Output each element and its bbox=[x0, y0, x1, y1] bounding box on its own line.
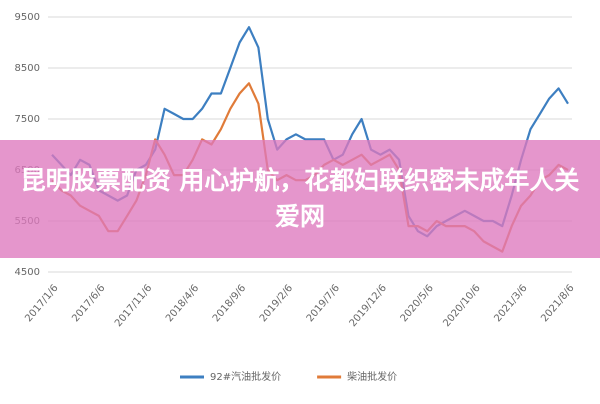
x-tick-label: 2018/9/6 bbox=[211, 283, 248, 324]
x-tick-label: 2017/6/6 bbox=[70, 283, 107, 324]
x-tick-label: 2019/7/6 bbox=[305, 283, 342, 324]
x-tick-label: 2019/12/6 bbox=[348, 283, 389, 329]
legend-label: 柴油批发价 bbox=[347, 370, 397, 383]
x-tick-label: 2021/3/6 bbox=[492, 283, 529, 324]
overlay-banner: 昆明股票配资 用心护航，花都妇联织密未成年人关爱网 bbox=[0, 140, 600, 258]
x-tick-label: 2021/8/6 bbox=[539, 283, 576, 324]
x-tick-label: 2017/1/6 bbox=[23, 283, 60, 324]
y-tick-label: 8500 bbox=[15, 63, 40, 74]
overlay-text: 昆明股票配资 用心护航，花都妇联织密未成年人关爱网 bbox=[20, 166, 580, 231]
x-tick-label: 2020/10/6 bbox=[441, 283, 482, 329]
x-tick-label: 2019/2/6 bbox=[258, 283, 295, 324]
y-tick-label: 4500 bbox=[15, 267, 40, 278]
y-tick-label: 9500 bbox=[15, 12, 40, 23]
x-tick-label: 2017/11/6 bbox=[113, 283, 154, 329]
legend-label: 92#汽油批发价 bbox=[210, 370, 281, 383]
y-tick-label: 7500 bbox=[15, 114, 40, 125]
x-tick-label: 2018/4/6 bbox=[164, 283, 201, 324]
x-tick-label: 2020/5/6 bbox=[399, 283, 436, 324]
